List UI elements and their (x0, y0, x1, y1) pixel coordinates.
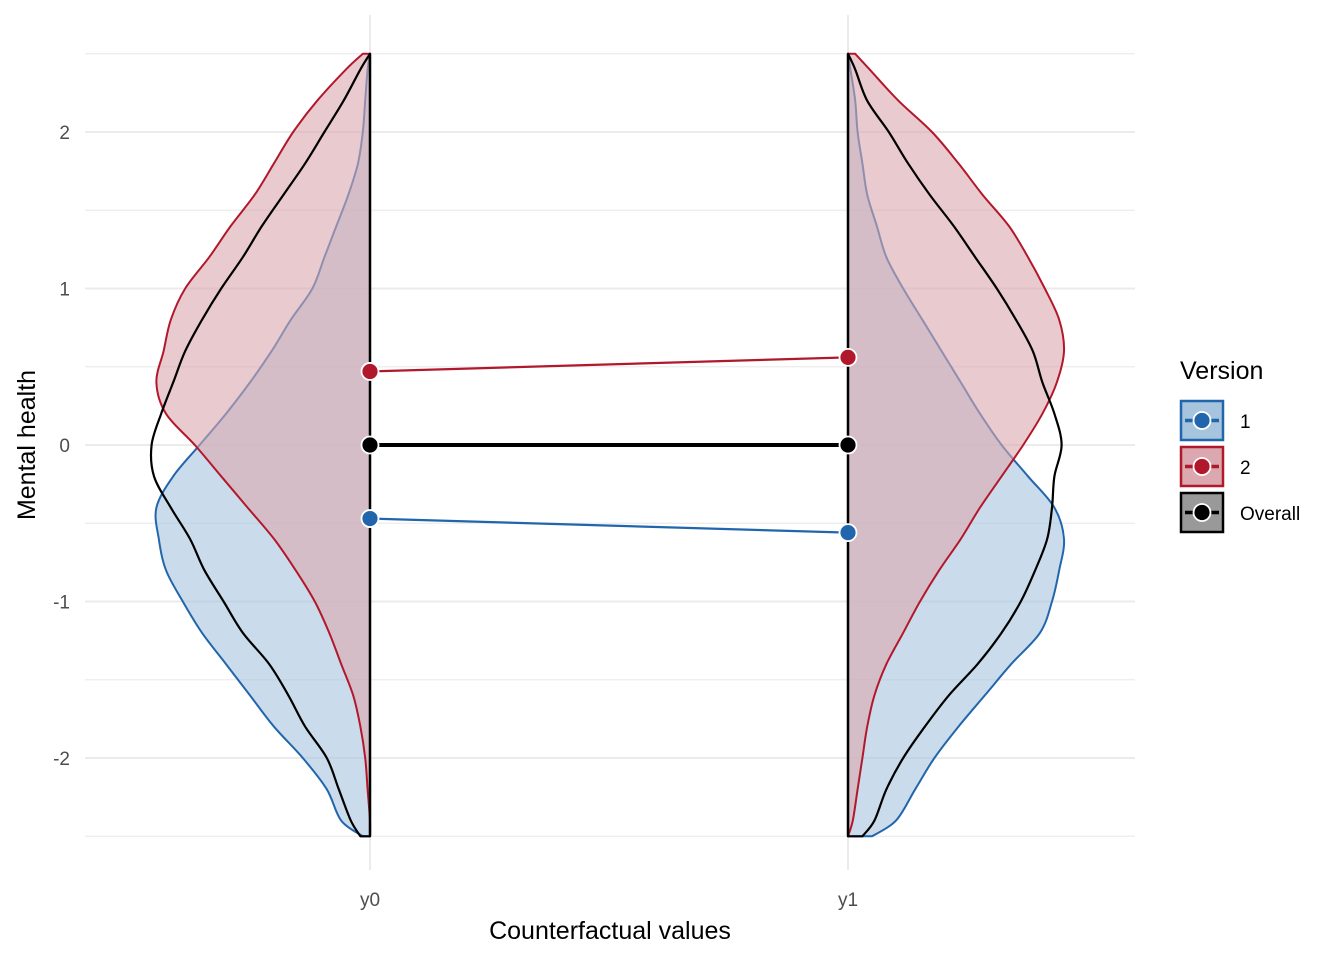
mean-point-overall-y0 (360, 435, 380, 455)
mean-point-overall-y1 (838, 435, 858, 455)
x-axis-title: Counterfactual values (489, 917, 731, 945)
legend-key-point (1192, 411, 1212, 430)
y-tick-label: -2 (53, 749, 70, 770)
x-tick-label: y0 (360, 890, 380, 911)
legend-title: Version (1180, 357, 1263, 385)
y-tick-label: 0 (59, 436, 70, 457)
mean-point-2-y0 (360, 362, 380, 381)
density-layer (149, 52, 1066, 838)
legend-label-2: 2 (1240, 458, 1251, 479)
density-y0-series-2 (155, 52, 372, 838)
mean-point-2-y1 (838, 347, 858, 367)
mean-point-1-y1 (838, 523, 858, 543)
mean-lines-layer (360, 347, 858, 543)
y-axis: -2 -1 0 1 2 (53, 123, 70, 770)
mean-point-1-y0 (360, 509, 380, 528)
mean-line-1 (369, 517, 849, 534)
y-axis-title: Mental health (13, 370, 41, 520)
y-tick-label: -1 (53, 593, 70, 614)
density-y1-series-2 (847, 52, 1066, 838)
y-tick-label: 1 (59, 280, 70, 301)
legend-label-overall: Overall (1240, 504, 1300, 525)
x-axis: y0 y1 (360, 890, 858, 911)
density-y0-series-overall (149, 52, 372, 838)
legend-key-point (1192, 457, 1212, 476)
density-y1-series-overall (846, 52, 1063, 838)
y-tick-label: 2 (59, 123, 70, 144)
legend-label-1: 1 (1240, 412, 1251, 433)
legend-key-point (1192, 503, 1212, 522)
x-tick-label: y1 (838, 890, 858, 911)
mean-line-2 (369, 356, 849, 373)
legend: Version 1 2 Overall (1179, 357, 1300, 534)
